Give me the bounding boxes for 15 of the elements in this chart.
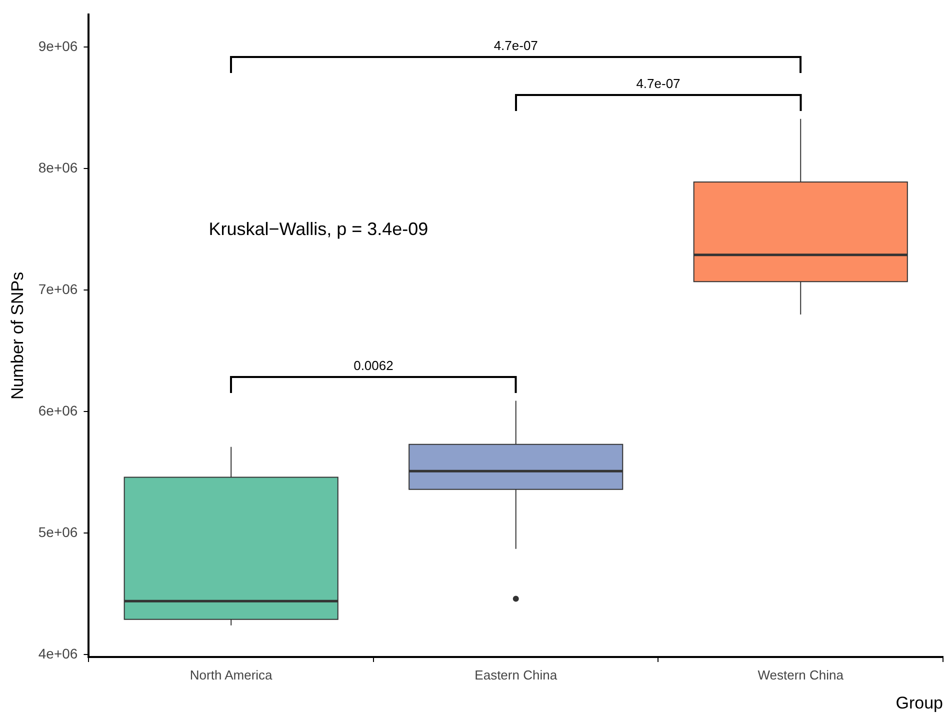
annotation: 4.7e-07 bbox=[636, 76, 680, 91]
y-axis-title: Number of SNPs bbox=[8, 272, 27, 400]
x-axis-title: Group bbox=[896, 693, 943, 712]
x-tick-label: Eastern China bbox=[474, 667, 558, 682]
y-tick-label: 6e+06 bbox=[38, 402, 78, 418]
y-tick-label: 7e+06 bbox=[38, 281, 78, 298]
annotation: 4.7e-07 bbox=[494, 38, 538, 53]
y-tick-label: 4e+06 bbox=[38, 645, 78, 662]
y-tick-label: 5e+06 bbox=[38, 524, 78, 540]
x-tick-label: Western China bbox=[758, 667, 844, 682]
y-tick-label: 9e+06 bbox=[38, 38, 78, 54]
annotation: Kruskal−Wallis, p = 3.4e-09 bbox=[208, 219, 428, 240]
y-tick-label: 8e+06 bbox=[38, 160, 78, 176]
annotation: 0.0062 bbox=[354, 358, 394, 373]
x-tick-label: North America bbox=[190, 667, 274, 682]
